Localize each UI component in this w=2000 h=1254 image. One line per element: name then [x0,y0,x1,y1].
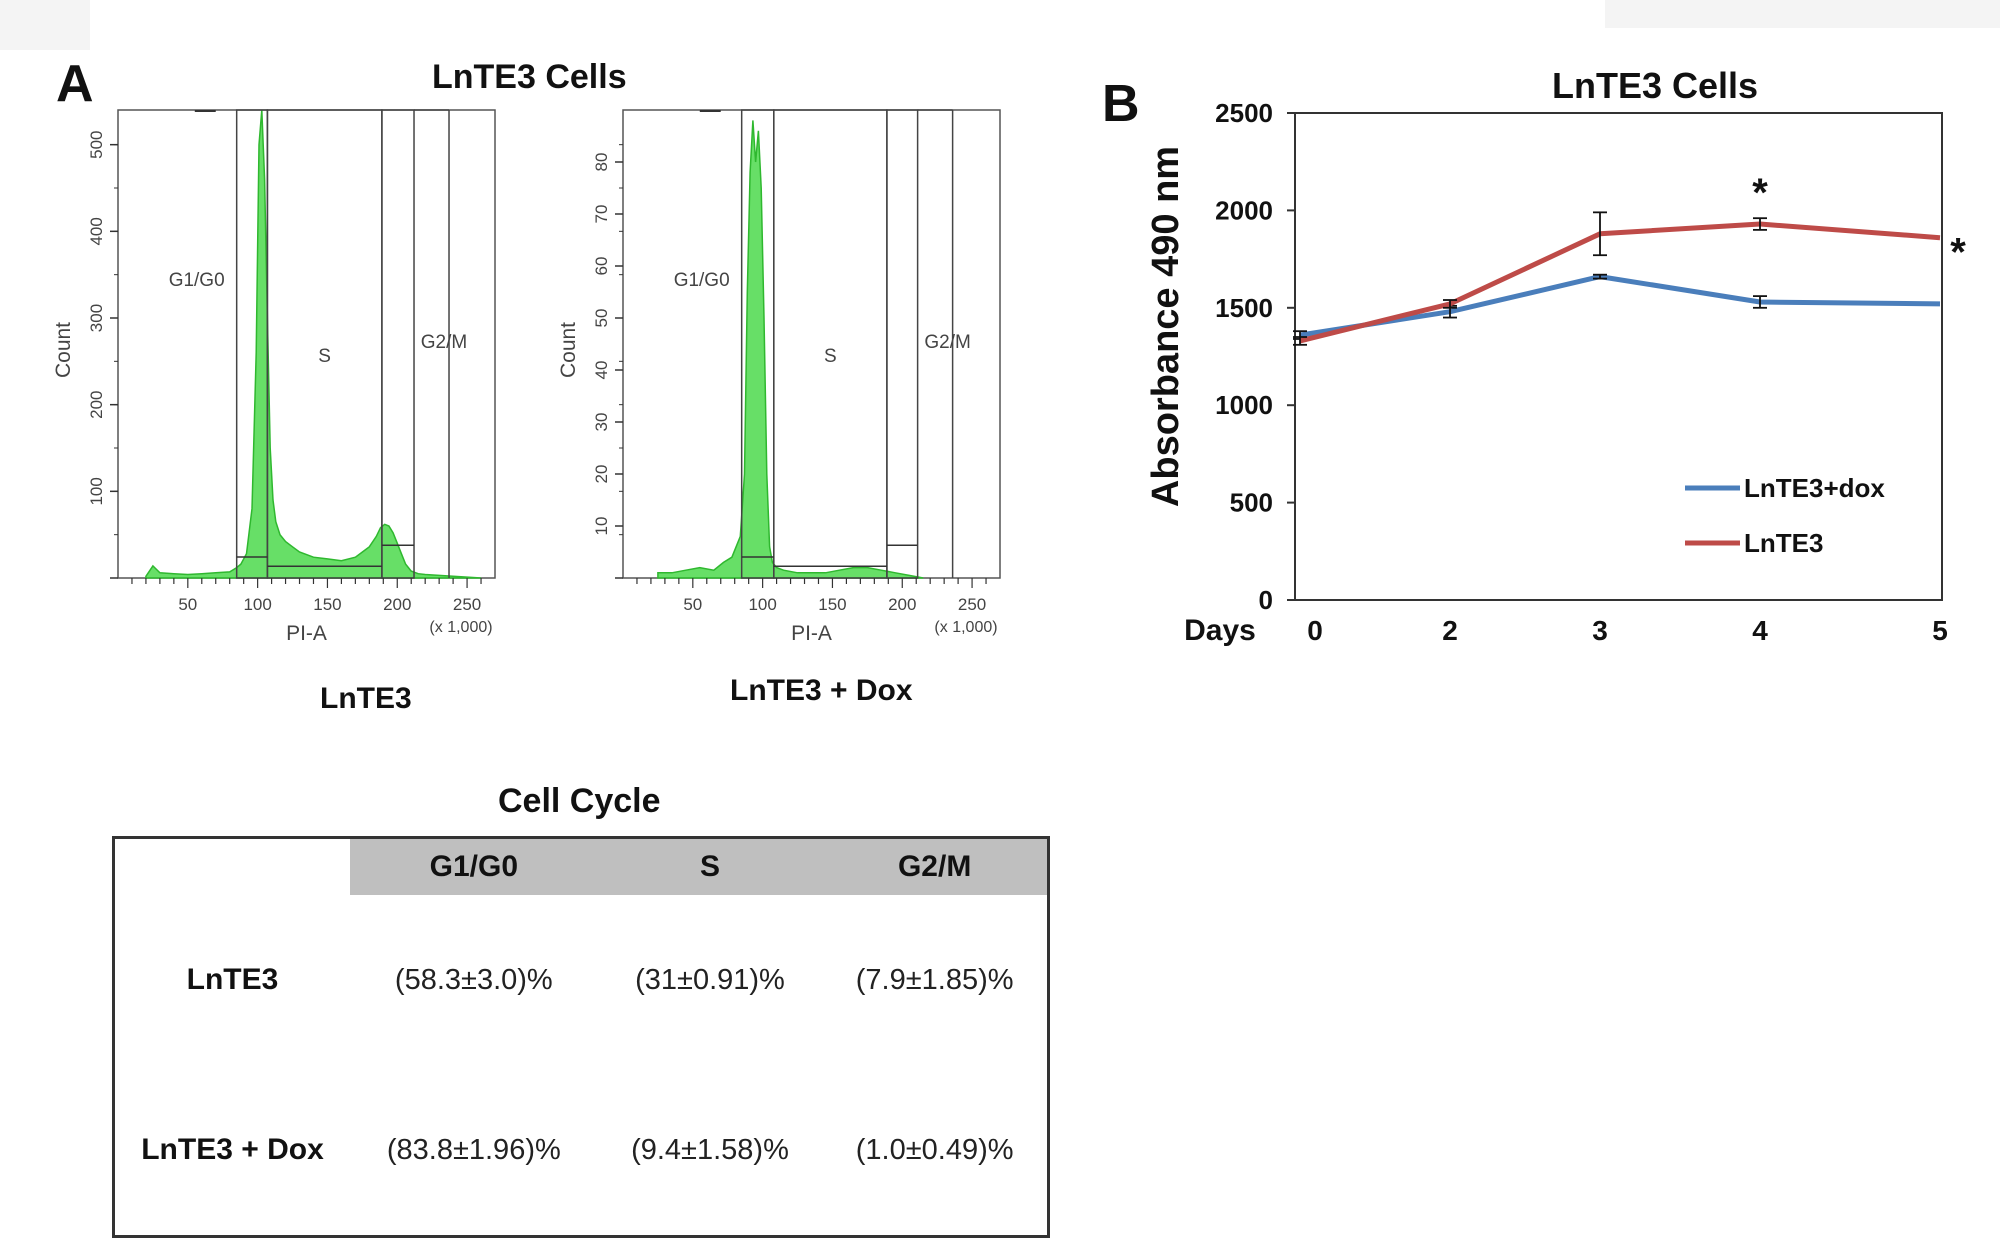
gate-label-g2m: G2/M [421,332,467,353]
x-tick-label: 150 [313,595,341,614]
x-axis-label: PI-A [791,622,832,645]
x-axis-label: PI-A [286,622,327,645]
table-header-s: S [597,839,823,895]
y-tick-label: 60 [592,257,611,276]
y-tick-label: 2500 [1215,98,1273,128]
x-tick-label: 150 [818,595,846,614]
x-scale-note: (x 1,000) [429,619,492,636]
y-tick-label: 80 [592,153,611,172]
table-cell: (58.3±3.0)% [394,963,553,996]
legend-label: LnTE3+dox [1744,473,1885,503]
x-tick-label: 5 [1932,615,1948,646]
y-tick-label: 400 [87,217,106,245]
plot-frame [622,109,1001,579]
gate-label-g1g0: G1/G0 [674,270,730,291]
y-axis-label: Count [557,322,580,378]
histogram-lnte3-caption: LnTE3 [320,682,412,715]
table-row-label: LnTE3 + Dox [141,1133,324,1166]
histogram-lnte3-dox: G1/G0 S G2/M 10 20 30 40 50 60 70 80 Count 50 100 150 2… [557,109,1001,645]
y-tick-label: 30 [592,413,611,432]
y-axis-label: Count [52,322,75,378]
histogram-lnte3-dox-caption: LnTE3 + Dox [730,674,913,707]
x-tick-label: 250 [453,595,481,614]
legend-label: LnTE3 [1744,528,1823,558]
table-row: LnTE3 + Dox (83.8±1.96)% (9.4±1.58)% (1.… [115,1065,1047,1235]
y-tick-label: 100 [87,477,106,505]
gate-box [381,109,415,579]
cell-cycle-table: G1/G0 S G2/M LnTE3 (58.3±3.0)% (31±0.91)… [112,836,1050,1238]
table-row-label: LnTE3 [186,963,279,996]
significance-marker: * [1950,231,1966,275]
plot-frame [117,109,496,579]
histogram-area [657,120,924,579]
y-tick-label: 40 [592,361,611,380]
x-tick-label: 3 [1592,615,1608,646]
y-axis-label: Absorbance 490 nm [1145,146,1187,507]
panel-a-title: LnTE3 Cells [432,58,627,96]
table-cell: (83.8±1.96)% [386,1133,561,1166]
table-cell: (1.0±0.49)% [855,1133,1014,1166]
gate-label-s: S [318,346,331,367]
absorbance-line-chart: LnTE3 Cells 0 500 1000 1500 2000 2500 Absorbanc… [1145,65,1966,647]
series-line-lnte3-dox [1299,274,1941,338]
x-tick-label: 2 [1442,615,1458,646]
corner-shade-left [0,0,90,50]
histogram-lnte3: G1/G0 S G2/M 100 200 300 400 500 Count 50 100 150 20… [52,109,496,645]
histogram-area [145,109,482,579]
y-tick-label: 20 [592,465,611,484]
table-header-g2m: G2/M [822,839,1047,895]
x-tick-label: 100 [748,595,776,614]
y-tick-label: 1500 [1215,293,1273,323]
gate-label-g1g0: G1/G0 [169,270,225,291]
x-axis-prefix-label: Days [1184,614,1256,647]
x-tick-label: 50 [683,595,702,614]
x-tick-label: 250 [958,595,986,614]
table-cell: (31±0.91)% [635,963,785,996]
cell-cycle-title: Cell Cycle [498,782,661,820]
x-tick-label: 4 [1752,615,1768,646]
table-row: LnTE3 (58.3±3.0)% (31±0.91)% (7.9±1.85)% [115,895,1047,1065]
y-tick-label: 1000 [1215,390,1273,420]
y-tick-label: 200 [87,390,106,418]
table-cell: (7.9±1.85)% [855,963,1014,996]
y-tick-label: 50 [592,309,611,328]
table-header-g1g0: G1/G0 [350,839,598,895]
x-tick-label: 200 [888,595,916,614]
panel-a-letter: A [56,55,94,113]
table-cell: (9.4±1.58)% [631,1133,789,1166]
x-scale-note: (x 1,000) [934,619,997,636]
y-tick-label: 70 [592,205,611,224]
table-header-blank [115,839,350,895]
x-tick-label: 0 [1307,615,1323,646]
gate-label-s: S [824,346,837,367]
y-tick-label: 2000 [1215,195,1273,225]
significance-marker: * [1752,171,1768,215]
y-tick-label: 500 [87,130,106,158]
gate-label-g2m: G2/M [924,332,970,353]
y-tick-label: 10 [592,517,611,536]
chart-title: LnTE3 Cells [1552,65,1758,106]
plot-frame [1294,112,1943,601]
y-tick-label: 0 [1259,585,1273,615]
x-tick-label: 200 [383,595,411,614]
series-line-lnte3 [1299,221,1941,344]
x-tick-label: 100 [243,595,271,614]
panel-b-letter: B [1102,75,1140,133]
y-tick-label: 300 [87,304,106,332]
table-header-row: G1/G0 S G2/M [115,839,1047,895]
x-tick-label: 50 [178,595,197,614]
cell-cycle-grid: G1/G0 S G2/M LnTE3 (58.3±3.0)% (31±0.91)… [115,839,1047,1235]
y-tick-label: 500 [1230,488,1273,518]
corner-shade-right [1605,0,2000,28]
